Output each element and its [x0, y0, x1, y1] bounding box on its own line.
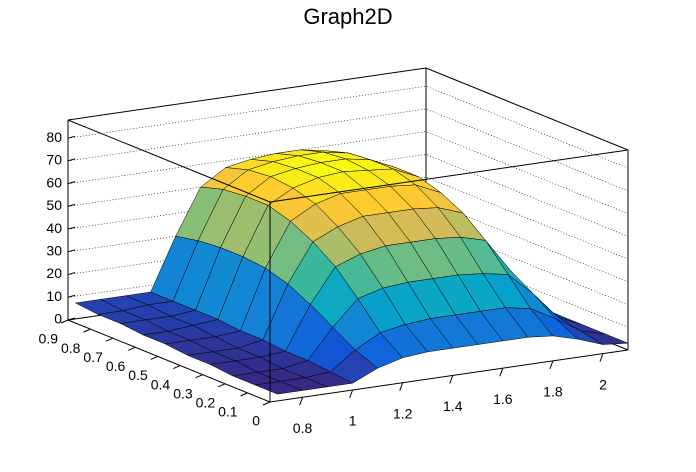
x-tick: [549, 360, 554, 370]
y-tick: [60, 319, 69, 324]
grid-line: [67, 108, 629, 192]
grid-line: [67, 131, 629, 214]
grid-line: [67, 154, 629, 237]
grid-line: [67, 85, 629, 169]
y-tick: [195, 374, 203, 379]
y-tick: [217, 383, 226, 388]
y-tick-label: 0.7: [83, 349, 103, 365]
y-tick: [240, 392, 248, 397]
z-tick-label: 30: [46, 243, 62, 259]
y-tick-label: 0.1: [218, 404, 238, 420]
z-tick: [67, 294, 76, 298]
surface-cell: [254, 381, 303, 395]
y-tick-label: 0.4: [151, 376, 171, 392]
z-tick-label: 0: [54, 311, 62, 327]
x-tick: [499, 368, 504, 377]
x-tick-label: 2: [599, 376, 607, 392]
x-tick: [599, 353, 604, 362]
chart-title: Graph2D: [303, 4, 392, 29]
y-tick-label: 0.9: [39, 331, 59, 347]
y-tick-label: 0.2: [196, 394, 216, 410]
y-tick-label: 0: [252, 413, 260, 429]
z-tick-label: 10: [46, 288, 62, 304]
box-edge: [269, 149, 629, 203]
z-tick-label: 60: [46, 174, 62, 190]
z-tick: [67, 226, 76, 230]
x-tick: [399, 382, 404, 391]
box-edge: [67, 319, 271, 403]
x-tick: [349, 389, 354, 399]
z-tick: [67, 272, 76, 276]
y-tick-label: 0.3: [173, 385, 193, 401]
y-tick: [128, 346, 136, 351]
y-tick: [105, 337, 114, 342]
x-tick-label: 1.2: [393, 405, 413, 421]
x-tick-label: 1.4: [443, 398, 463, 414]
z-tick-label: 50: [46, 197, 62, 213]
y-tick: [150, 355, 158, 360]
z-tick: [67, 249, 76, 253]
y-tick: [262, 401, 271, 406]
x-tick-label: 1.8: [543, 384, 563, 400]
box-edge: [269, 349, 629, 403]
z-tick: [67, 181, 76, 185]
z-tick: [67, 135, 76, 139]
box-edge: [67, 119, 271, 203]
x-tick-label: 1: [349, 413, 357, 429]
y-tick: [173, 365, 181, 370]
z-tick-label: 70: [46, 152, 62, 168]
z-tick: [67, 203, 76, 207]
z-tick: [67, 158, 76, 162]
x-tick-label: 1.6: [493, 391, 513, 407]
box-edge: [425, 67, 629, 151]
y-tick-label: 0.6: [106, 358, 126, 374]
box-edge: [67, 67, 427, 121]
y-tick: [83, 328, 91, 333]
z-tick-label: 40: [46, 220, 62, 236]
y-tick-label: 0.8: [61, 340, 81, 356]
x-tick: [449, 375, 454, 384]
x-tick-label: 0.8: [293, 420, 313, 436]
z-tick-label: 20: [46, 265, 62, 281]
x-tick: [299, 397, 304, 406]
grid-line: [67, 176, 629, 260]
y-tick-label: 0.5: [128, 367, 148, 383]
z-tick-label: 80: [46, 129, 62, 145]
